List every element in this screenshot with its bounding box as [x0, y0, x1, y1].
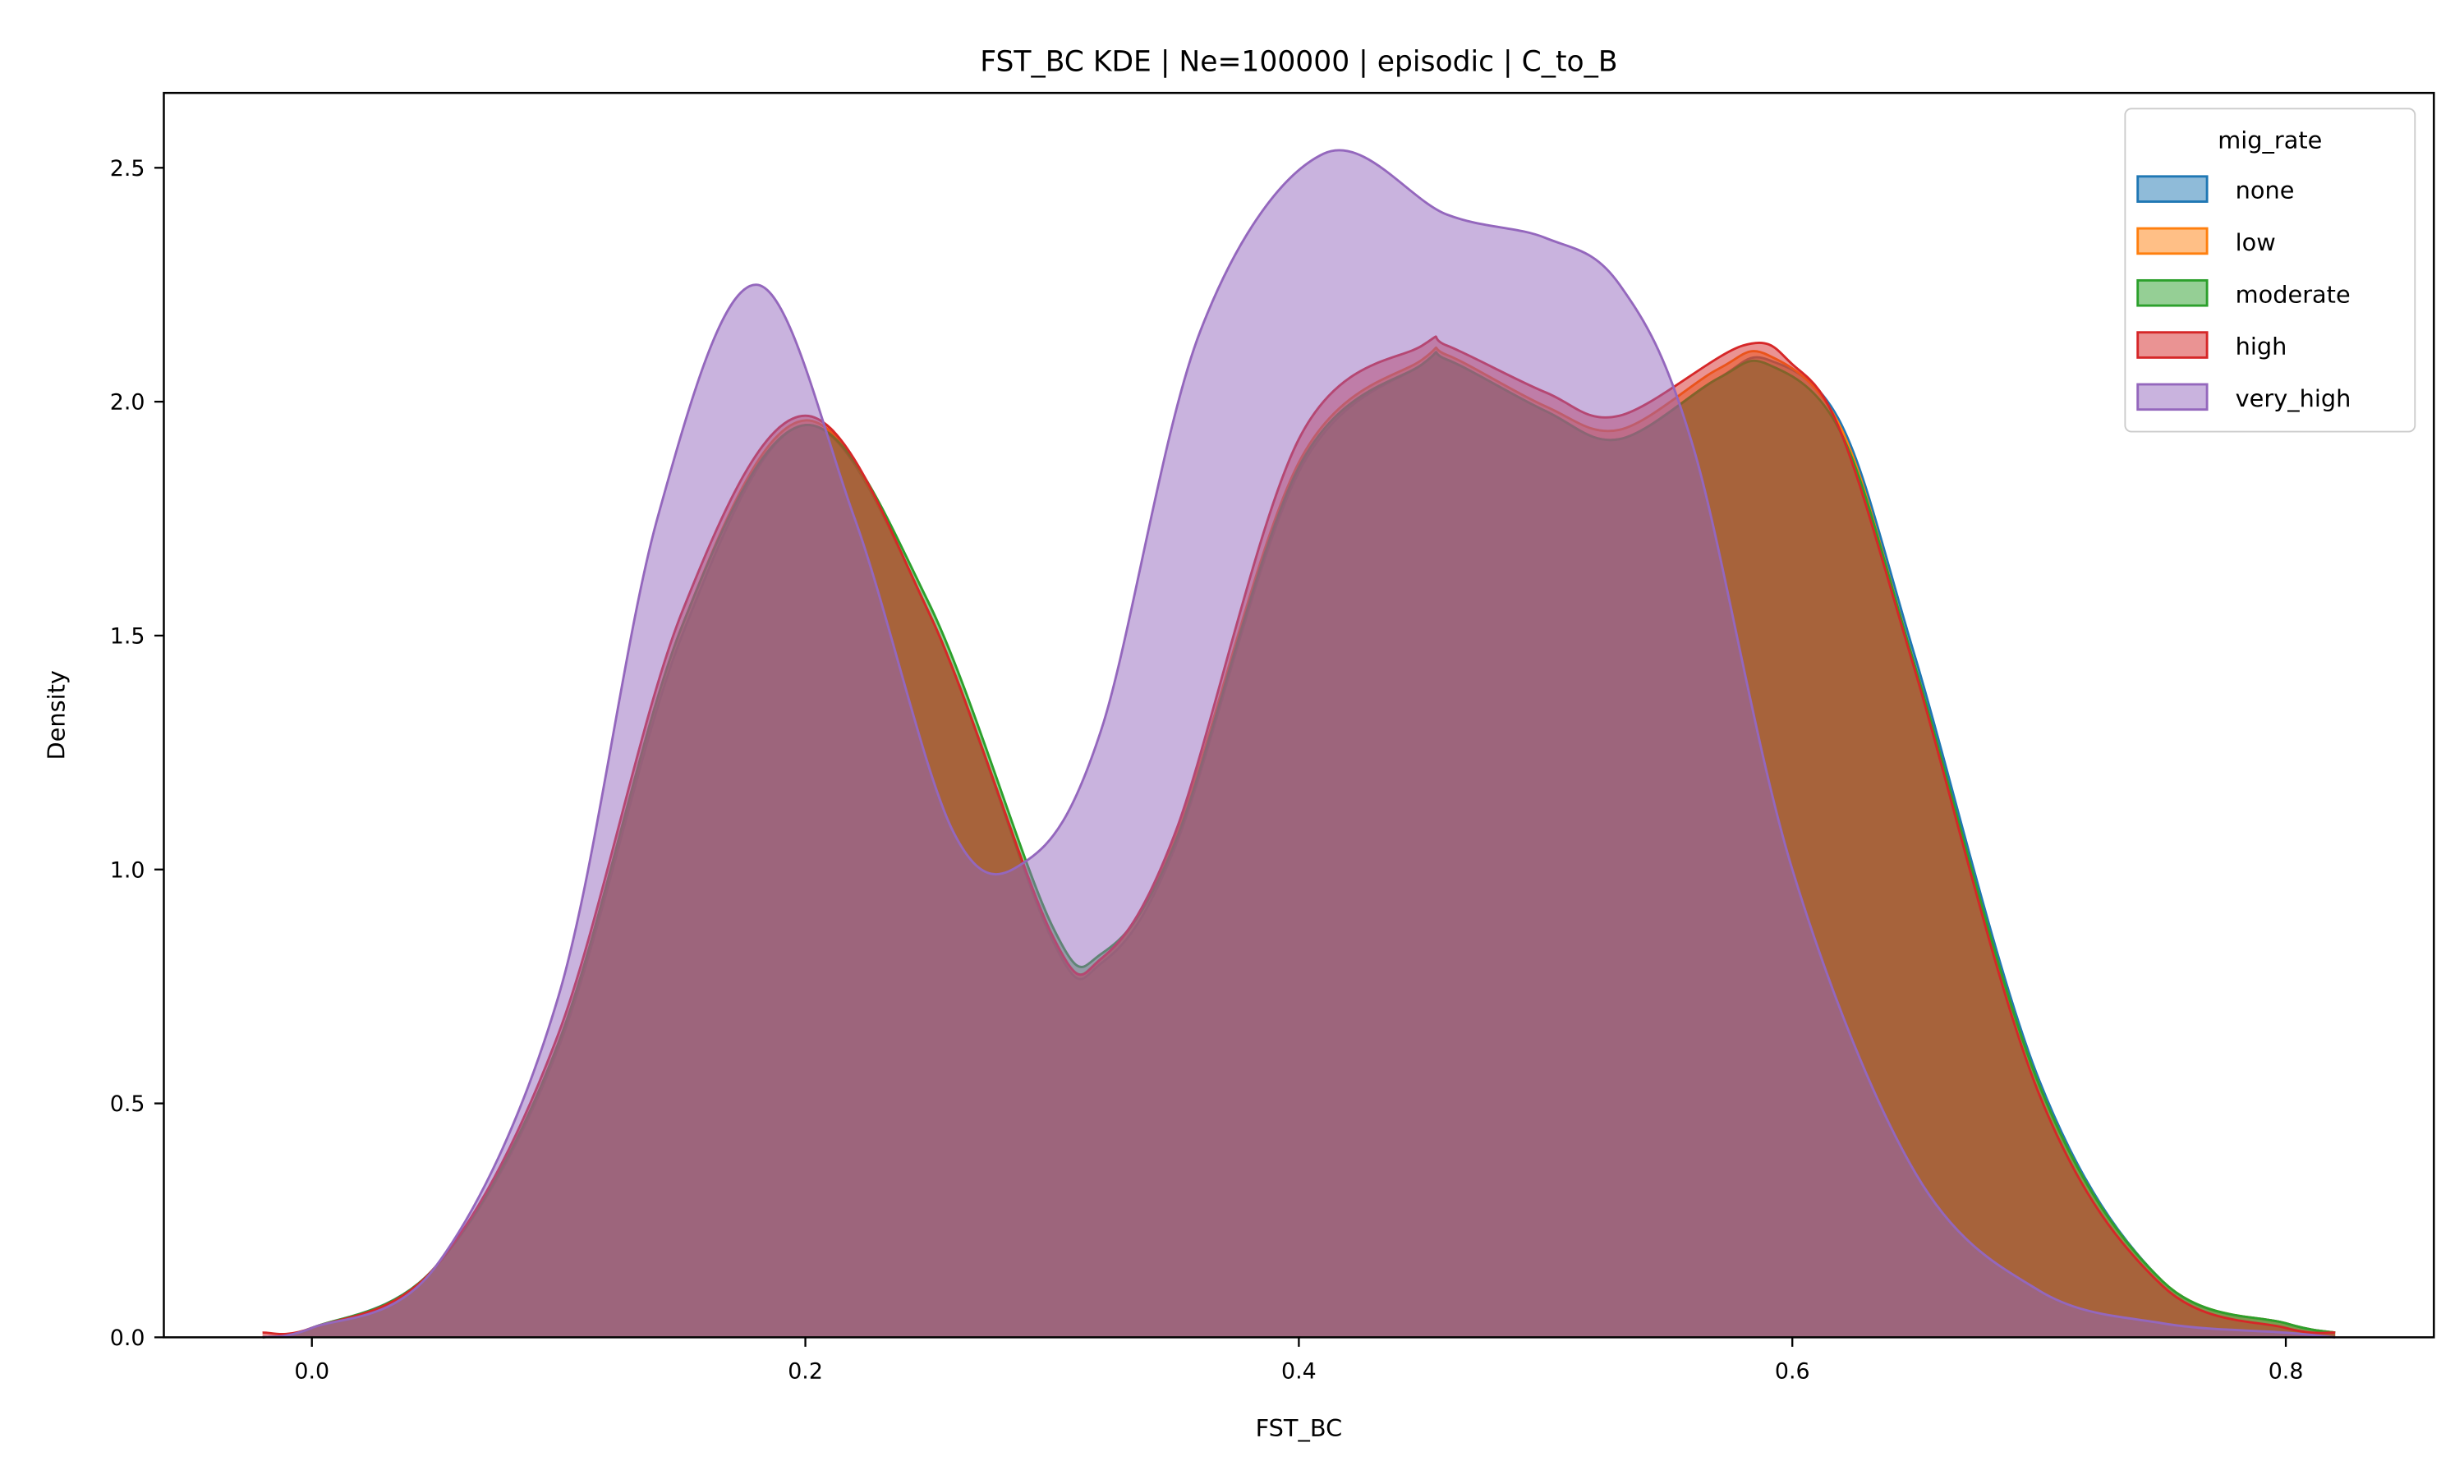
legend-swatch-very_high	[2136, 383, 2209, 411]
chart-title: FST_BC KDE | Ne=100000 | episodic | C_to…	[980, 45, 1617, 78]
legend-label-very_high: very_high	[2236, 384, 2351, 412]
kde-area-very_high	[262, 149, 2336, 1338]
legend-items: none low moderate high very_high	[2136, 175, 2351, 412]
legend-label-none: none	[2236, 177, 2295, 204]
x-tick-label: 0.8	[2269, 1358, 2304, 1384]
y-axis-label: Density	[43, 670, 71, 760]
x-tick-label: 0.4	[1281, 1358, 1317, 1384]
y-tick-label: 2.0	[110, 390, 145, 416]
y-axis: 0.0 0.5 1.0 1.5 2.0 2.5	[110, 156, 164, 1351]
x-axis: 0.0 0.2 0.4 0.6 0.8	[294, 1337, 2303, 1384]
x-axis-label: FST_BC	[1256, 1414, 1343, 1442]
y-tick-label: 0.0	[110, 1325, 145, 1351]
kde-line-very_high	[262, 149, 2336, 1339]
legend: mig_rate none low moderate high very_high	[2124, 108, 2416, 433]
legend-swatch-moderate	[2136, 278, 2209, 307]
x-tick-label: 0.6	[1775, 1358, 1810, 1384]
y-tick-label: 0.5	[110, 1091, 145, 1117]
legend-swatch-low	[2136, 227, 2209, 255]
x-tick-label: 0.2	[788, 1358, 823, 1384]
series-layer	[262, 149, 2336, 1339]
y-tick-label: 1.5	[110, 624, 145, 650]
legend-label-moderate: moderate	[2236, 280, 2351, 308]
y-tick-label: 2.5	[110, 156, 145, 181]
legend-title: mig_rate	[2218, 126, 2322, 154]
y-tick-label: 1.0	[110, 857, 145, 883]
legend-label-low: low	[2236, 228, 2276, 256]
x-tick-label: 0.0	[294, 1358, 329, 1384]
legend-swatch-high	[2136, 331, 2209, 359]
legend-label-high: high	[2236, 333, 2287, 361]
legend-swatch-none	[2136, 175, 2209, 203]
